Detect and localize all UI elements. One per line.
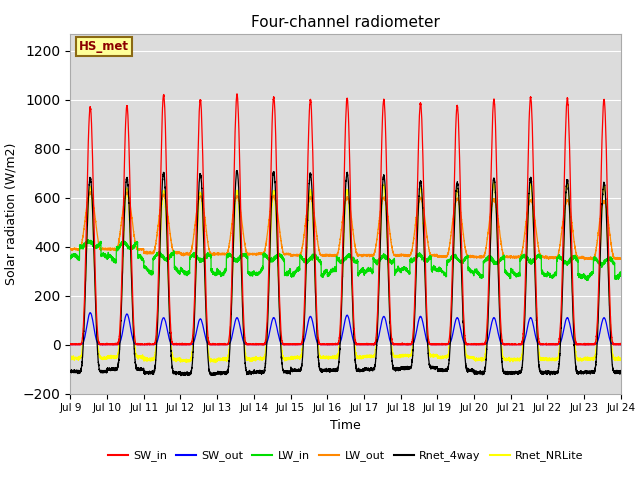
Rnet_4way [484,307,492,312]
LW_out [327,252,335,258]
LW_in [617,272,625,277]
LW_out [594,234,602,240]
Rnet_4way [177,373,185,379]
Rnet_NRLite [67,357,74,362]
SW_in [67,342,74,348]
Text: HS_met: HS_met [79,40,129,53]
SW_out [67,342,74,348]
LW_in [469,270,477,276]
SW_in [594,309,602,314]
SW_out [86,310,94,316]
SW_out [253,342,261,348]
Legend: SW_in, SW_out, LW_in, LW_out, Rnet_4way, Rnet_NRLite: SW_in, SW_out, LW_in, LW_out, Rnet_4way,… [103,446,588,466]
Rnet_NRLite [469,356,477,361]
LW_out [86,189,94,194]
LW_in [253,270,261,276]
SW_in [233,91,241,96]
SW_out [617,342,625,348]
Rnet_NRLite [617,356,625,361]
SW_in [253,341,261,347]
SW_out [327,342,335,348]
SW_in [617,342,625,348]
Rnet_4way [233,168,241,173]
LW_in [587,273,595,278]
Line: SW_out: SW_out [70,313,621,345]
Rnet_4way [617,368,625,374]
X-axis label: Time: Time [330,419,361,432]
LW_in [484,253,492,259]
LW_in [583,277,591,283]
LW_out [617,256,625,262]
Rnet_4way [469,368,477,374]
LW_out [253,252,261,257]
SW_in [67,341,74,347]
Line: Rnet_4way: Rnet_4way [70,170,621,376]
SW_in [327,341,335,347]
SW_out [587,342,595,348]
LW_out [469,254,477,260]
Rnet_4way [327,366,335,372]
LW_in [594,259,602,264]
LW_out [580,257,588,263]
Line: LW_in: LW_in [70,240,621,280]
Rnet_NRLite [211,360,219,365]
Line: LW_out: LW_out [70,192,621,260]
LW_in [67,255,74,261]
LW_in [84,237,92,243]
Rnet_4way [587,368,595,374]
Rnet_4way [253,369,261,375]
SW_out [67,342,74,348]
SW_in [469,342,477,348]
LW_out [67,246,74,252]
Line: Rnet_NRLite: Rnet_NRLite [70,181,621,362]
Title: Four-channel radiometer: Four-channel radiometer [251,15,440,30]
SW_out [594,338,602,344]
SW_out [484,336,492,342]
Rnet_NRLite [484,302,492,308]
SW_out [469,342,477,348]
LW_in [327,266,335,272]
Rnet_NRLite [253,355,261,361]
Rnet_4way [594,326,602,332]
Rnet_4way [67,368,74,374]
Rnet_NRLite [490,179,498,184]
Rnet_NRLite [594,317,602,323]
LW_out [484,228,492,234]
SW_in [587,341,595,347]
LW_out [587,256,595,262]
Rnet_NRLite [587,357,595,362]
SW_in [484,288,492,294]
Y-axis label: Solar radiation (W/m2): Solar radiation (W/m2) [4,143,17,285]
Line: SW_in: SW_in [70,94,621,345]
Rnet_NRLite [327,355,335,361]
